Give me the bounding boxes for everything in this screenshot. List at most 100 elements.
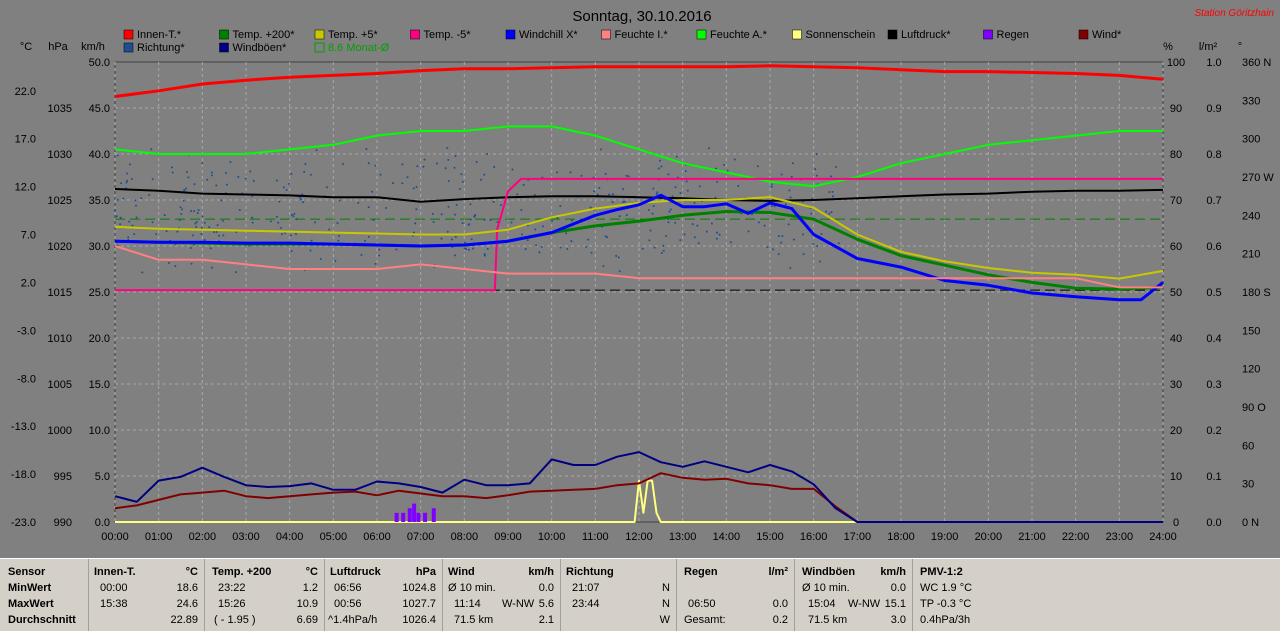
tick-time: 10:00 [538,531,566,543]
direction-point [468,223,471,226]
stats-regen-max-val: 0.0 [772,598,788,610]
stats-pmv-col: PMV-1:2 WC 1.9 °C TP -0.3 °C 0.4hPa/3h [912,559,1032,631]
direction-point [625,214,628,217]
direction-point [707,147,710,150]
legend-swatch [983,29,993,40]
tick-time: 17:00 [844,531,872,543]
direction-point [336,221,339,224]
direction-point [216,224,219,227]
stats-wind-max-time: 11:14 [454,598,481,610]
direction-point [134,204,137,207]
direction-point [125,181,128,184]
direction-point [820,232,823,235]
direction-point [447,205,450,208]
tick-degree: 30 [1242,479,1254,491]
tick-percent: 70 [1170,195,1182,207]
stats-pmv-pressure-trend: 0.4hPa/3h [920,614,971,626]
direction-point [300,198,303,201]
direction-point [325,186,328,189]
direction-point [454,213,457,216]
direction-point [697,242,700,245]
legend-label: Sonnenschein [806,29,876,41]
direction-point [726,169,729,172]
stats-wind-avg10-val: 0.0 [538,582,554,594]
direction-point [454,154,457,157]
tick-hpa: 1000 [48,425,72,437]
direction-point [777,253,780,256]
series-feuchte-i- [114,245,1163,289]
direction-point [446,147,449,150]
rain-bar [401,512,406,522]
direction-point [480,178,483,181]
direction-point [447,180,450,183]
stats-innen-unit: °C [185,566,198,578]
stats-luftdruck-max-val: 1027.7 [402,598,436,610]
direction-point [192,234,195,237]
direction-point [294,232,297,235]
stats-regen-total-label: Gesamt: [684,614,726,626]
direction-point [790,175,793,178]
direction-point [551,219,554,222]
direction-point [511,168,514,171]
direction-point [275,215,278,218]
direction-point [360,253,363,256]
direction-point [444,167,447,170]
tick-kmh: 40.0 [89,149,110,161]
stats-windboeen-max-time: 15:04 [808,598,836,610]
direction-point [483,173,486,176]
direction-point [460,173,463,176]
direction-point [652,187,655,190]
direction-point [641,247,644,250]
tick-temp: 22.0 [15,86,36,98]
direction-point [127,236,130,239]
direction-point [302,201,305,204]
direction-point [432,220,435,223]
direction-point [225,171,228,174]
direction-point [309,173,312,176]
tick-temp: 12.0 [15,182,36,194]
direction-point [285,188,288,191]
stats-regen-head: Regen [684,566,718,578]
direction-point [684,170,687,173]
tick-time: 04:00 [276,531,304,543]
tick-temp: 7.0 [21,230,36,242]
tick-rain: 0.3 [1206,379,1221,391]
direction-point [200,226,203,229]
tick-rain: 0.6 [1206,241,1221,253]
direction-point [406,176,409,179]
direction-point [770,205,773,208]
direction-point [119,216,122,219]
stats-panel: Sensor MinWert MaxWert Durchschnitt Inne… [0,558,1280,631]
direction-point [210,171,213,174]
direction-point [167,261,170,264]
legend-label: Windchill X* [519,29,578,41]
stats-innen-col: Innen-T. °C 00:00 18.6 15:38 24.6 22.89 [88,559,205,631]
direction-point [221,220,224,223]
tick-time: 16:00 [800,531,828,543]
direction-point [747,230,750,233]
direction-point [658,159,661,162]
direction-point [337,239,340,242]
legend-swatch [123,29,134,40]
direction-point [374,262,377,265]
tick-kmh: 45.0 [89,103,110,115]
rain-bar [412,503,417,522]
direction-point [114,209,117,212]
tick-kmh: 50.0 [89,57,110,69]
direction-point [665,234,668,237]
legend-label: Temp. -5* [424,29,472,41]
direction-point [766,246,769,249]
direction-point [251,216,254,219]
direction-point [290,172,293,175]
direction-point [624,200,627,203]
direction-point [290,213,293,216]
direction-point [150,148,153,151]
direction-point [625,174,628,177]
direction-point [710,222,713,225]
direction-point [141,271,144,274]
legend-swatch [1078,29,1089,40]
direction-point [181,208,184,211]
unit-percent: % [1163,41,1173,53]
legend-label: Feuchte A.* [710,29,768,41]
direction-point [310,239,313,242]
